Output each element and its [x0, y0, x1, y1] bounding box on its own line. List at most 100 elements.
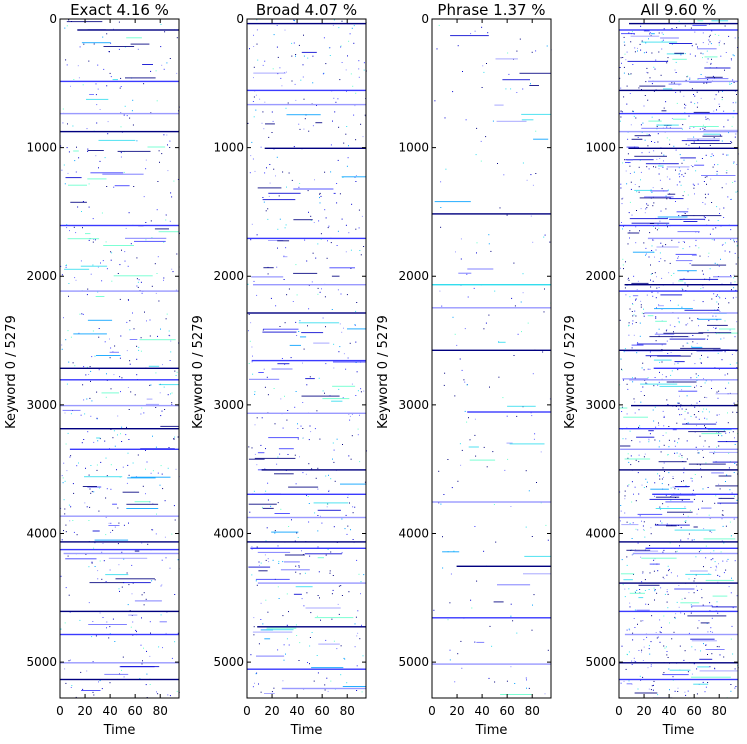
heatmap-cell [643, 456, 645, 458]
heatmap-segment [680, 602, 700, 604]
heatmap-cell [126, 321, 128, 323]
heatmap-cell [488, 234, 490, 236]
heatmap-cell [109, 357, 111, 359]
heatmap-segment [523, 573, 551, 575]
highlight-row [619, 130, 738, 133]
heatmap-cell [262, 329, 264, 331]
heatmap-segment [249, 378, 280, 380]
heatmap-cell [128, 474, 130, 476]
heatmap-cell [638, 186, 640, 188]
heatmap-cell [517, 333, 519, 335]
heatmap-cell [672, 476, 674, 478]
heatmap-cell [675, 169, 676, 171]
highlight-row [60, 428, 179, 430]
heatmap-cell [718, 265, 720, 267]
heatmap-cell [460, 464, 462, 466]
heatmap-cell [660, 258, 662, 260]
heatmap-cell [675, 551, 677, 553]
heatmap-cell [268, 136, 270, 138]
heatmap-cell [358, 573, 360, 575]
heatmap-cell [311, 281, 313, 283]
heatmap-cell [627, 278, 629, 280]
heatmap-segment [629, 218, 668, 220]
heatmap-segment [476, 641, 485, 643]
heatmap-cell [661, 308, 663, 310]
heatmap-cell [681, 408, 683, 410]
heatmap-segment [672, 58, 687, 60]
heatmap-cell [256, 464, 258, 466]
heatmap-segment [134, 550, 140, 552]
heatmap-cell [127, 604, 129, 606]
heatmap-cell [352, 539, 354, 540]
heatmap-cell [640, 556, 642, 558]
heatmap-cell [301, 598, 303, 600]
heatmap-cell [728, 302, 730, 304]
heatmap-cell [316, 655, 318, 656]
heatmap-cell [671, 118, 673, 119]
heatmap-cell [734, 560, 736, 562]
heatmap-cell [314, 179, 315, 181]
x-axis-label: Time [475, 723, 508, 738]
heatmap-segment [158, 231, 179, 233]
heatmap-cell [483, 550, 485, 552]
heatmap-segment [651, 33, 655, 35]
heatmap-cell [256, 417, 258, 419]
x-tick-label: 60 [128, 704, 143, 718]
heatmap-cell [733, 287, 735, 289]
heatmap-cell [652, 295, 654, 297]
heatmap-segment [667, 511, 693, 513]
heatmap-cell [354, 623, 356, 625]
heatmap-segment [257, 452, 265, 454]
heatmap-segment [115, 578, 155, 580]
heatmap-cell [695, 170, 697, 172]
heatmap-segment [301, 332, 324, 334]
heatmap-cell [480, 160, 482, 162]
heatmap-cell [80, 260, 82, 262]
heatmap-segment [630, 35, 660, 37]
heatmap-cell [253, 490, 255, 492]
heatmap-cell [123, 171, 125, 173]
heatmap-cell [271, 111, 273, 113]
heatmap-cell [678, 455, 680, 457]
heatmap-cell [449, 659, 451, 661]
heatmap-segment [274, 473, 294, 475]
heatmap-cell [696, 385, 697, 387]
heatmap-cell [621, 368, 622, 370]
heatmap-cell [93, 547, 95, 549]
highlight-row [250, 547, 366, 549]
heatmap-cell [733, 402, 735, 404]
heatmap-cell [651, 141, 652, 142]
heatmap-cell [284, 364, 286, 365]
heatmap-cell [106, 373, 107, 375]
heatmap-cell [249, 511, 251, 513]
heatmap-cell [264, 386, 266, 388]
heatmap-cell [474, 526, 476, 527]
heatmap-cell [632, 315, 634, 317]
heatmap-segment [533, 138, 549, 140]
heatmap-cell [645, 253, 647, 255]
heatmap-cell [644, 579, 646, 581]
heatmap-cell [628, 322, 630, 324]
heatmap-cell [540, 502, 542, 504]
heatmap-cell [634, 310, 636, 312]
heatmap-cell [268, 195, 270, 197]
heatmap-cell [141, 292, 143, 294]
heatmap-cell [624, 53, 626, 55]
heatmap-cell [119, 87, 121, 89]
heatmap-cell [708, 320, 710, 322]
heatmap-cell [666, 574, 668, 576]
heatmap-segment [519, 72, 551, 74]
heatmap-cell [689, 53, 691, 55]
heatmap-cell [467, 296, 469, 298]
heatmap-segment [697, 666, 710, 668]
heatmap-cell [649, 368, 651, 370]
heatmap-cell [347, 496, 349, 498]
heatmap-cell [295, 264, 297, 266]
y-tick-label: 0 [49, 12, 57, 26]
heatmap-cell [69, 456, 71, 458]
heatmap-segment [529, 85, 539, 86]
heatmap-segment [289, 344, 301, 346]
heatmap-cell [697, 452, 699, 454]
heatmap-cell [164, 31, 166, 33]
